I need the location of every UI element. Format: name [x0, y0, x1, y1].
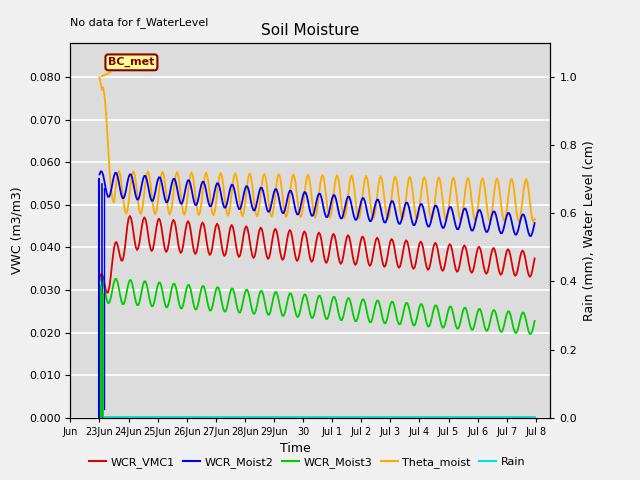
Text: BC_met: BC_met	[102, 57, 155, 76]
Y-axis label: Rain (mm), Water Level (cm): Rain (mm), Water Level (cm)	[583, 140, 596, 321]
Title: Soil Moisture: Soil Moisture	[261, 23, 360, 38]
Legend: WCR_VMC1, WCR_Moist2, WCR_Moist3, Theta_moist, Rain: WCR_VMC1, WCR_Moist2, WCR_Moist3, Theta_…	[84, 452, 530, 472]
Text: No data for f_WaterLevel: No data for f_WaterLevel	[70, 17, 209, 28]
X-axis label: Time: Time	[280, 442, 310, 455]
Y-axis label: VWC (m3/m3): VWC (m3/m3)	[10, 187, 24, 274]
